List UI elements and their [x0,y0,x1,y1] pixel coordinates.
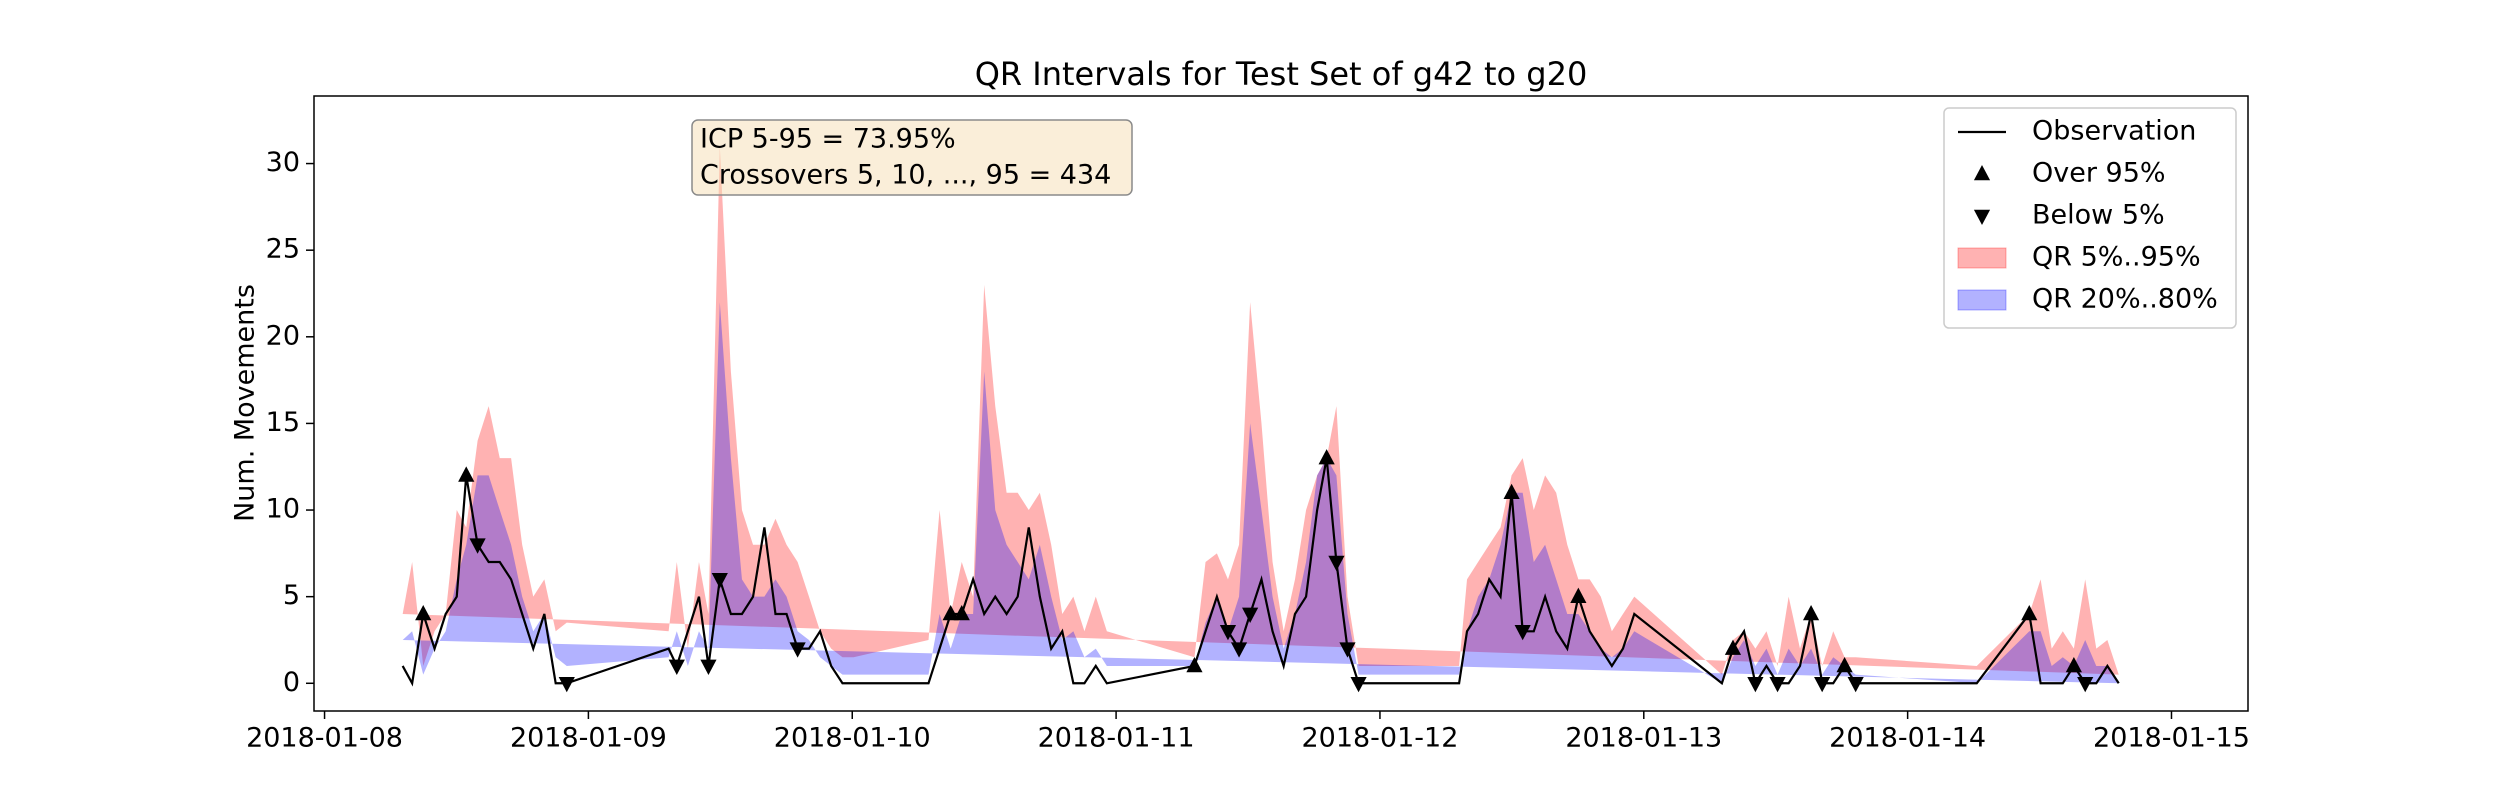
marker [558,676,575,693]
y-tick-label: 20 [266,320,300,351]
band [402,302,2119,684]
marker [942,604,959,621]
marker [1514,625,1531,641]
marker [1747,676,1764,693]
band [402,146,2119,675]
marker [2021,604,2038,621]
marker [953,604,970,621]
marker [1328,555,1345,572]
marker [700,659,717,675]
marker [1724,639,1742,655]
marker [1847,676,1864,693]
x-tick-label: 2018-01-14 [1829,723,1986,754]
marker [1802,604,1820,621]
marker [2077,676,2094,693]
legend-swatch [1957,247,2007,269]
marker [711,573,728,589]
marker [1186,656,1203,673]
marker [1769,676,1786,693]
marker [469,538,486,554]
x-tick-label: 2018-01-12 [1301,723,1458,754]
y-tick-label: 25 [266,234,300,265]
x-tick-label: 2018-01-08 [246,723,403,754]
legend-swatch [1957,289,2007,311]
legend-label: Over 95% [2032,158,2166,189]
marker [2065,656,2082,673]
y-tick-label: 0 [283,667,300,698]
annotation-text: Crossovers 5, 10, ..., 95 = 434 [700,160,1111,191]
marker [1230,642,1248,658]
marker [789,642,806,658]
x-tick-label: 2018-01-09 [510,723,667,754]
legend-box [1943,107,2237,329]
legend-label: Below 5% [2032,200,2165,231]
marker [458,466,475,482]
legend-label: QR 5%..95% [2032,242,2201,273]
marker [1219,625,1237,641]
chart-title: QR Intervals for Test Set of g42 to g20 [975,55,1588,93]
legend-marker [1973,209,1991,225]
y-axis-label: Num. Movements [230,284,261,522]
annotation-box [691,119,1133,196]
marker [1242,607,1259,623]
marker [1836,656,1853,673]
marker [1339,642,1356,658]
plot-frame [313,95,2249,712]
legend-label: QR 20%..80% [2032,284,2218,315]
x-tick-label: 2018-01-13 [1565,723,1722,754]
x-tick-label: 2018-01-11 [1038,723,1195,754]
observation-line [401,457,2120,687]
marker [1503,483,1520,500]
y-tick-label: 10 [266,494,300,525]
legend-label: Observation [2032,116,2196,147]
x-tick-label: 2018-01-15 [2093,723,2250,754]
marker [1570,587,1587,603]
legend-marker [1973,165,1991,181]
x-tick-label: 2018-01-10 [774,723,931,754]
marker [1318,449,1335,465]
y-tick-label: 30 [266,147,300,178]
marker [668,659,685,675]
annotation-text: ICP 5-95 = 73.95% [700,124,956,155]
marker [1814,676,1831,693]
y-tick-label: 5 [283,580,300,611]
marker [1350,676,1367,693]
y-tick-label: 15 [266,407,300,438]
marker [415,604,432,621]
